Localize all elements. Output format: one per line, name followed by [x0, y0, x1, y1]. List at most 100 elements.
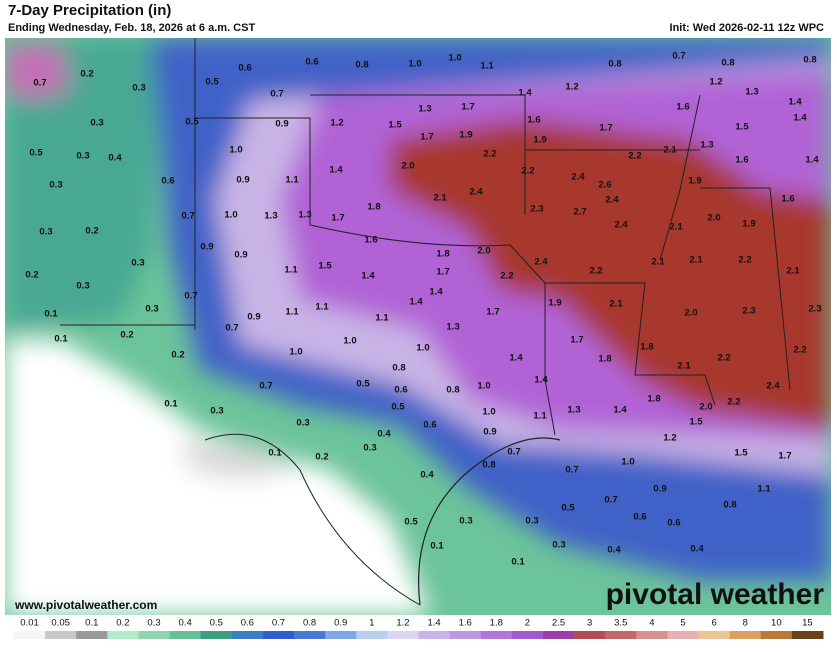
- legend-swatch: [729, 631, 762, 639]
- legend-label: 0.6: [241, 618, 254, 629]
- precip-label: 2.1: [609, 299, 623, 310]
- precip-label: 0.9: [236, 175, 249, 186]
- precip-label: 0.3: [552, 540, 565, 551]
- precip-label: 1.7: [570, 335, 583, 346]
- logo: pivotal weather: [606, 578, 825, 611]
- precip-label: 0.9: [483, 427, 496, 438]
- legend-swatch: [14, 631, 46, 639]
- legend-label: 1.2: [396, 618, 409, 629]
- legend-swatch: [138, 631, 171, 639]
- precip-label: 1.7: [486, 307, 499, 318]
- legend-swatch: [76, 631, 108, 639]
- legend-label: 3.5: [614, 618, 627, 629]
- legend-label: 0.9: [334, 618, 347, 629]
- legend-label: 0.4: [179, 618, 192, 629]
- legend-label: 15: [802, 618, 813, 629]
- legend-label: 1.4: [427, 618, 440, 629]
- precip-label: 0.7: [33, 78, 46, 89]
- precip-label: 0.3: [90, 118, 103, 129]
- precip-label: 0.9: [275, 119, 288, 130]
- precip-label: 0.3: [296, 418, 309, 429]
- precip-label: 2.2: [500, 271, 513, 282]
- precip-label: 1.7: [599, 123, 612, 134]
- precip-label: 0.5: [29, 148, 43, 159]
- precip-label: 0.7: [181, 211, 194, 222]
- precip-label: 0.9: [234, 250, 247, 261]
- precip-label: 0.6: [423, 420, 436, 431]
- precip-label: 0.3: [131, 258, 144, 269]
- precip-label: 2.4: [534, 257, 548, 268]
- precip-label: 1.6: [676, 102, 689, 113]
- precip-label: 1.2: [330, 118, 343, 129]
- precip-label: 2.1: [651, 257, 665, 268]
- precip-label: 0.2: [120, 330, 133, 341]
- precip-label: 0.2: [25, 270, 38, 281]
- precip-label: 0.9: [200, 242, 213, 253]
- precip-label: 0.7: [672, 51, 685, 62]
- precip-label: 2.1: [433, 193, 447, 204]
- precip-label: 1.7: [461, 102, 474, 113]
- precip-label: 2.7: [573, 207, 586, 218]
- legend-label: 0.1: [85, 618, 98, 629]
- legend-swatch: [325, 631, 357, 639]
- precip-label: 0.6: [305, 57, 318, 68]
- precip-label: 1.5: [689, 417, 703, 428]
- legend-swatch: [45, 631, 77, 639]
- legend-swatch: [511, 631, 544, 639]
- legend-label: 6: [711, 618, 716, 629]
- precip-label: 0.2: [315, 452, 328, 463]
- precip-label: 0.3: [49, 180, 62, 191]
- precip-label: 0.3: [145, 304, 158, 315]
- precip-label: 0.9: [653, 484, 666, 495]
- legend-swatch: [791, 631, 824, 639]
- precip-label: 2.2: [521, 166, 534, 177]
- precip-label: 1.2: [565, 82, 578, 93]
- precip-label: 0.8: [446, 385, 459, 396]
- precip-label: 0.5: [356, 379, 370, 390]
- header-bg: [0, 0, 837, 38]
- precip-label: 1.3: [700, 140, 713, 151]
- legend-label: 0.2: [116, 618, 129, 629]
- precip-label: 1.6: [527, 115, 540, 126]
- legend-label: 0.05: [51, 618, 70, 629]
- precip-label: 0.7: [507, 447, 520, 458]
- precip-label: 1.4: [509, 353, 523, 364]
- precip-label: 1.0: [416, 343, 429, 354]
- precip-label: 2.0: [477, 246, 490, 257]
- precip-label: 0.2: [171, 350, 184, 361]
- precip-label: 1.0: [229, 145, 242, 156]
- precip-label: 1.4: [409, 297, 423, 308]
- precip-label: 0.1: [430, 541, 444, 552]
- title: 7-Day Precipitation (in): [8, 2, 171, 19]
- legend-label: 10: [771, 618, 782, 629]
- precip-label: 0.7: [270, 89, 283, 100]
- legend-swatch: [262, 631, 295, 639]
- precip-label: 1.9: [548, 298, 561, 309]
- precip-label: 2.4: [614, 220, 628, 231]
- legend-swatch: [449, 631, 482, 639]
- precip-label: 0.3: [39, 227, 52, 238]
- precip-label: 1.0: [621, 457, 634, 468]
- precip-label: 0.1: [44, 309, 58, 320]
- precip-label: 2.0: [401, 161, 414, 172]
- precip-label: 1.1: [284, 265, 298, 276]
- precip-label: 1.8: [647, 394, 660, 405]
- precip-label: 2.1: [786, 266, 800, 277]
- precip-label: 2.1: [663, 145, 677, 156]
- precip-label: 1.1: [285, 307, 299, 318]
- legend-swatch: [760, 631, 793, 639]
- precip-label: 2.2: [717, 353, 730, 364]
- legend-swatch: [107, 631, 139, 639]
- precip-label: 1.1: [375, 313, 389, 324]
- precip-label: 2.2: [483, 149, 496, 160]
- precip-label: 1.1: [285, 175, 299, 186]
- precip-label: 1.8: [598, 354, 611, 365]
- precip-label: 1.5: [735, 122, 749, 133]
- precip-label: 1.8: [436, 249, 449, 260]
- legend-swatch: [231, 631, 264, 639]
- precip-label: 0.1: [164, 399, 178, 410]
- precip-label: 0.4: [420, 470, 434, 481]
- legend-swatch: [294, 631, 326, 639]
